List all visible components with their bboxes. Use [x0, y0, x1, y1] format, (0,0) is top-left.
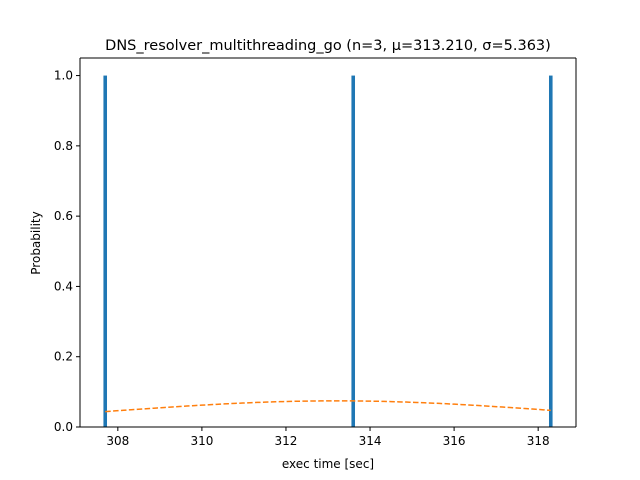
y-tick-label: 0.4 [54, 279, 73, 293]
y-tick-label: 1.0 [54, 69, 73, 83]
x-axis-label: exec time [sec] [282, 457, 374, 471]
y-axis-label: Probability [29, 211, 43, 274]
normal-fit-curve [105, 400, 551, 413]
x-tick-label: 312 [275, 434, 298, 448]
x-tick-label: 318 [527, 434, 550, 448]
x-tick-label: 310 [190, 434, 213, 448]
x-tick-label: 316 [443, 434, 466, 448]
histogram-bar-2 [351, 75, 356, 428]
x-tick-label: 308 [106, 434, 129, 448]
y-tick-label: 0.2 [54, 350, 73, 364]
y-tick-label: 0.6 [54, 209, 73, 223]
plot-area [103, 75, 553, 428]
y-tick-label: 0.8 [54, 139, 73, 153]
histogram-bar-1 [103, 75, 108, 428]
axes: 308 310 312 314 316 318 0.0 0.2 0.4 0.6 0.8 1.0 [54, 57, 577, 448]
histogram-bar-3 [548, 75, 553, 428]
x-tick-label: 314 [359, 434, 382, 448]
y-tick-label: 0.0 [54, 420, 73, 434]
chart-title: DNS_resolver_multithreading_go (n=3, μ=3… [105, 38, 551, 54]
